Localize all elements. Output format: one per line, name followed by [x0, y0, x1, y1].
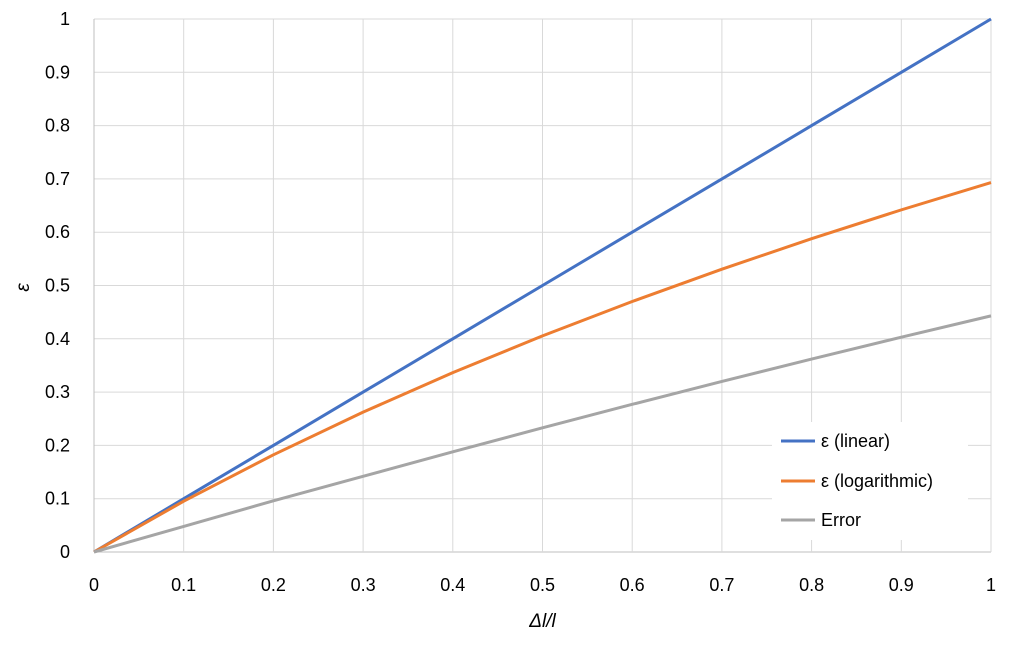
series-line-logarithmic [93, 181, 992, 554]
x-tick-label: 0.4 [440, 575, 465, 595]
legend-label-logarithmic: ε (logarithmic) [821, 471, 933, 491]
series-lines [93, 17, 992, 554]
y-axis-ticks: 0 0.1 0.2 0.3 0.4 0.5 0.6 0.7 0.8 0.9 1 [45, 9, 70, 562]
x-axis-ticks: 0 0.1 0.2 0.3 0.4 0.5 0.6 0.7 0.8 0.9 1 [89, 575, 996, 595]
legend: ε (linear) ε (logarithmic) Error [772, 422, 968, 540]
y-tick-label: 0.1 [45, 489, 70, 509]
y-tick-label: 0 [60, 542, 70, 562]
x-tick-label: 0 [89, 575, 99, 595]
legend-label-error: Error [821, 510, 861, 530]
y-tick-label: 0.7 [45, 169, 70, 189]
x-tick-label: 0.3 [351, 575, 376, 595]
x-tick-label: 1 [986, 575, 996, 595]
y-tick-label: 1 [60, 9, 70, 29]
x-tick-label: 0.7 [709, 575, 734, 595]
series-line-error [93, 314, 992, 554]
x-tick-label: 0.8 [799, 575, 824, 595]
x-tick-label: 0.6 [620, 575, 645, 595]
x-tick-label: 0.2 [261, 575, 286, 595]
y-tick-label: 0.2 [45, 435, 70, 455]
y-tick-label: 0.3 [45, 382, 70, 402]
x-tick-label: 0.9 [889, 575, 914, 595]
y-tick-label: 0.5 [45, 276, 70, 296]
y-axis-title: ε [13, 283, 34, 292]
y-tick-label: 0.8 [45, 116, 70, 136]
series-line-linear [93, 17, 992, 554]
x-tick-label: 0.1 [171, 575, 196, 595]
y-tick-label: 0.9 [45, 62, 70, 82]
x-axis-title: Δl/l [528, 611, 556, 632]
y-tick-label: 0.6 [45, 222, 70, 242]
legend-label-linear: ε (linear) [821, 431, 890, 451]
y-tick-label: 0.4 [45, 329, 70, 349]
x-tick-label: 0.5 [530, 575, 555, 595]
